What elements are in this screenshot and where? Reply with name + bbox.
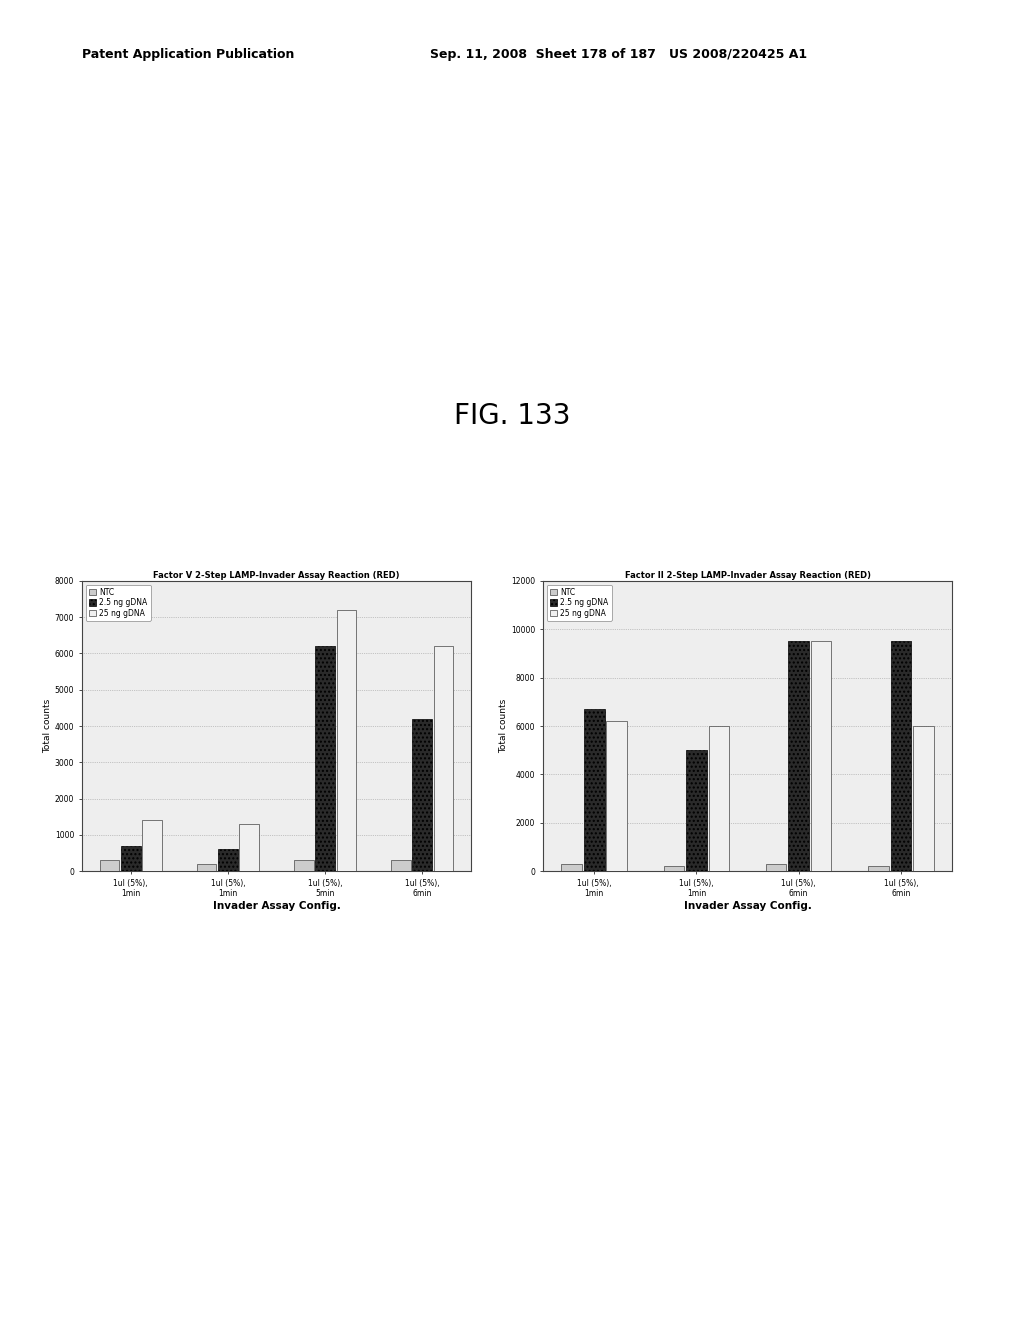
Legend: NTC, 2.5 ng gDNA, 25 ng gDNA: NTC, 2.5 ng gDNA, 25 ng gDNA (547, 585, 611, 620)
Text: Sep. 11, 2008  Sheet 178 of 187   US 2008/220425 A1: Sep. 11, 2008 Sheet 178 of 187 US 2008/2… (430, 48, 807, 61)
Bar (891, 642, 911, 871)
Bar (811, 642, 831, 871)
Bar (606, 721, 627, 871)
Title: Factor V 2-Step LAMP-Invader Assay Reaction (RED): Factor V 2-Step LAMP-Invader Assay React… (154, 572, 399, 579)
Legend: NTC, 2.5 ng gDNA, 25 ng gDNA: NTC, 2.5 ng gDNA, 25 ng gDNA (86, 585, 151, 620)
Bar (315, 645, 335, 871)
Bar (686, 750, 707, 871)
Text: FIG. 133: FIG. 133 (454, 401, 570, 430)
Bar (413, 718, 432, 871)
Bar (434, 645, 454, 871)
Bar (766, 865, 786, 871)
Bar (561, 865, 582, 871)
Text: Patent Application Publication: Patent Application Publication (82, 48, 294, 61)
Bar (664, 866, 684, 871)
Bar (337, 610, 356, 871)
Bar (391, 861, 411, 871)
Bar (913, 726, 934, 871)
Bar (218, 850, 238, 871)
Bar (294, 861, 313, 871)
Bar (868, 866, 889, 871)
Y-axis label: Total counts: Total counts (43, 698, 52, 754)
Bar (197, 865, 216, 871)
Bar (584, 709, 604, 871)
Y-axis label: Total counts: Total counts (499, 698, 508, 754)
Bar (142, 820, 162, 871)
Bar (121, 846, 140, 871)
X-axis label: Invader Assay Config.: Invader Assay Config. (213, 902, 340, 911)
Bar (99, 861, 119, 871)
Title: Factor II 2-Step LAMP-Invader Assay Reaction (RED): Factor II 2-Step LAMP-Invader Assay Reac… (625, 572, 870, 579)
Bar (709, 726, 729, 871)
Bar (788, 642, 809, 871)
X-axis label: Invader Assay Config.: Invader Assay Config. (684, 902, 811, 911)
Bar (240, 824, 259, 871)
